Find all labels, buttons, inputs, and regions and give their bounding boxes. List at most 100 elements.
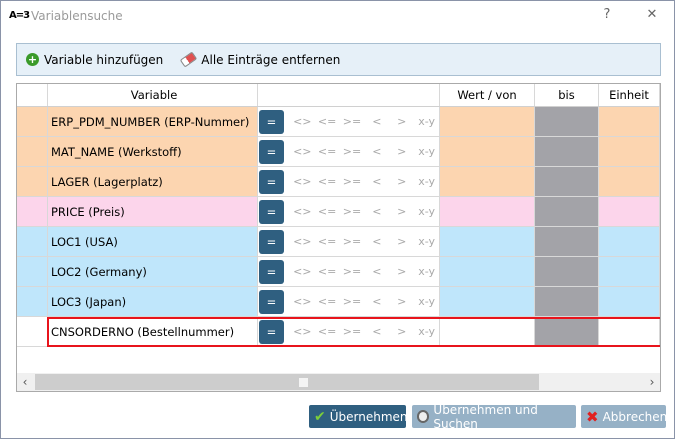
operator-button[interactable]: <=	[317, 265, 337, 278]
operator-button[interactable]: <=	[317, 295, 337, 308]
operator-button[interactable]: <=	[317, 325, 337, 338]
header-bis[interactable]: bis	[535, 84, 599, 106]
row-header[interactable]	[17, 167, 48, 196]
operator-button[interactable]: <>	[293, 115, 312, 128]
operator-button[interactable]: x-y	[418, 295, 435, 308]
operator-button[interactable]: <>	[293, 145, 312, 158]
apply-button[interactable]: ✔ Übernehmen	[309, 405, 408, 428]
wert-cell[interactable]	[440, 137, 535, 166]
header-variable[interactable]: Variable	[48, 84, 258, 106]
operator-button[interactable]: <=	[317, 145, 337, 158]
operator-button[interactable]: >	[397, 145, 407, 158]
operator-button[interactable]: >=	[342, 145, 362, 158]
operator-equals-button[interactable]: =	[259, 169, 284, 194]
operator-button[interactable]: <	[372, 115, 382, 128]
operator-button[interactable]: <	[372, 205, 382, 218]
operator-button[interactable]: >=	[342, 235, 362, 248]
operator-button[interactable]: x-y	[418, 145, 435, 158]
operator-button[interactable]: >	[397, 325, 407, 338]
table-row[interactable]: LOC3 (Japan) = <> <= >= < > x-y	[17, 287, 660, 317]
wert-cell[interactable]	[440, 257, 535, 286]
header-wert[interactable]: Wert / von	[440, 84, 535, 106]
operator-equals-button[interactable]: =	[259, 139, 284, 164]
variable-cell[interactable]: CNSORDERNO (Bestellnummer)	[48, 317, 258, 346]
operator-button[interactable]: >	[397, 175, 407, 188]
help-button[interactable]: ?	[603, 7, 611, 22]
operator-button[interactable]: <	[372, 265, 382, 278]
operator-button[interactable]: <>	[293, 235, 312, 248]
header-einheit[interactable]: Einheit	[599, 84, 660, 106]
variable-cell[interactable]: ERP_PDM_NUMBER (ERP-Nummer)	[48, 107, 258, 136]
wert-cell[interactable]	[440, 167, 535, 196]
row-header[interactable]	[17, 227, 48, 256]
operator-button[interactable]: <	[372, 325, 382, 338]
operator-button[interactable]: >	[397, 235, 407, 248]
clear-all-button[interactable]: Alle Einträge entfernen	[180, 51, 340, 68]
table-row[interactable]: LAGER (Lagerplatz) = <> <= >= < > x-y	[17, 167, 660, 197]
operator-button[interactable]: >=	[342, 205, 362, 218]
operator-button[interactable]: >	[397, 205, 407, 218]
operator-button[interactable]: <=	[317, 205, 337, 218]
operator-button[interactable]: <	[372, 235, 382, 248]
close-button[interactable]: ✕	[646, 7, 658, 22]
einheit-cell[interactable]	[599, 107, 660, 136]
operator-button[interactable]: <=	[317, 235, 337, 248]
operator-button[interactable]: <	[372, 175, 382, 188]
table-row[interactable]: MAT_NAME (Werkstoff) = <> <= >= < > x-y	[17, 137, 660, 167]
operator-equals-button[interactable]: =	[259, 319, 284, 344]
table-row[interactable]: ERP_PDM_NUMBER (ERP-Nummer) = <> <= >= < > x-y	[17, 107, 660, 137]
cancel-button[interactable]: ✖ Abbrechen	[581, 405, 667, 428]
operator-button[interactable]: x-y	[418, 325, 435, 338]
operator-button[interactable]: >=	[342, 265, 362, 278]
variable-cell[interactable]: PRICE (Preis)	[48, 197, 258, 226]
row-header[interactable]	[17, 197, 48, 226]
operator-button[interactable]: <>	[293, 205, 312, 218]
wert-cell[interactable]	[440, 197, 535, 226]
apply-search-button[interactable]: Übernehmen und Suchen	[412, 403, 576, 431]
table-row[interactable]: CNSORDERNO (Bestellnummer) = <> <= >= < > x-y	[17, 317, 660, 347]
operator-button[interactable]: <>	[293, 325, 312, 338]
operator-button[interactable]: >=	[342, 115, 362, 128]
scrollbar-thumb[interactable]	[35, 374, 539, 390]
einheit-cell[interactable]	[599, 227, 660, 256]
operator-equals-button[interactable]: =	[259, 289, 284, 314]
operator-button[interactable]: <>	[293, 265, 312, 278]
operator-button[interactable]: >=	[342, 325, 362, 338]
wert-cell[interactable]	[440, 287, 535, 316]
operator-button[interactable]: <>	[293, 295, 312, 308]
operator-equals-button[interactable]: =	[259, 199, 284, 224]
wert-cell[interactable]	[440, 227, 535, 256]
operator-button[interactable]: x-y	[418, 205, 435, 218]
einheit-cell[interactable]	[599, 137, 660, 166]
horizontal-scrollbar[interactable]: ‹ ›	[17, 373, 660, 391]
operator-button[interactable]: <=	[317, 175, 337, 188]
operator-button[interactable]: <	[372, 145, 382, 158]
add-variable-button[interactable]: + Variable hinzufügen	[26, 53, 163, 67]
wert-cell[interactable]	[440, 107, 535, 136]
variable-cell[interactable]: LOC2 (Germany)	[48, 257, 258, 286]
einheit-cell[interactable]	[599, 197, 660, 226]
variable-cell[interactable]: LOC3 (Japan)	[48, 287, 258, 316]
operator-button[interactable]: >	[397, 265, 407, 278]
wert-cell[interactable]	[440, 317, 535, 346]
row-header[interactable]	[17, 287, 48, 316]
scroll-right-icon[interactable]: ›	[649, 375, 655, 389]
einheit-cell[interactable]	[599, 167, 660, 196]
operator-button[interactable]: >=	[342, 295, 362, 308]
operator-button[interactable]: x-y	[418, 175, 435, 188]
variable-cell[interactable]: LOC1 (USA)	[48, 227, 258, 256]
row-header[interactable]	[17, 137, 48, 166]
row-header[interactable]	[17, 317, 48, 346]
operator-button[interactable]: x-y	[418, 265, 435, 278]
variable-cell[interactable]: LAGER (Lagerplatz)	[48, 167, 258, 196]
row-header[interactable]	[17, 257, 48, 286]
operator-button[interactable]: <=	[317, 115, 337, 128]
operator-button[interactable]: x-y	[418, 235, 435, 248]
operator-button[interactable]: >	[397, 115, 407, 128]
row-header[interactable]	[17, 107, 48, 136]
einheit-cell[interactable]	[599, 257, 660, 286]
operator-equals-button[interactable]: =	[259, 259, 284, 284]
operator-button[interactable]: >	[397, 295, 407, 308]
scroll-left-icon[interactable]: ‹	[22, 375, 28, 389]
operator-button[interactable]: <>	[293, 175, 312, 188]
